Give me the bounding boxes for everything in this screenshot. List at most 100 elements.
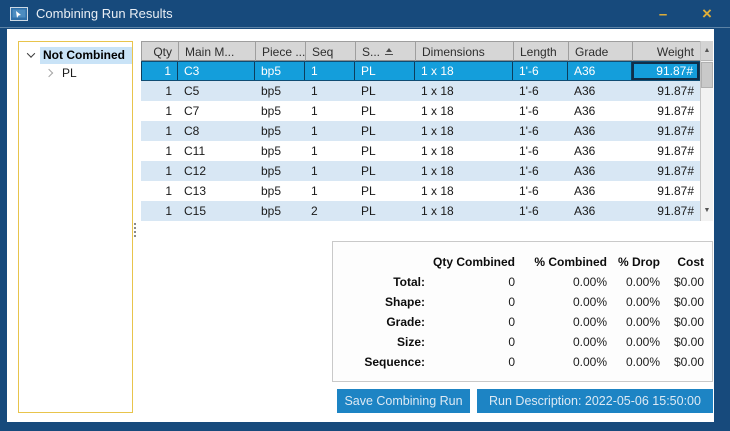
scroll-down-icon[interactable]: ▼: [703, 206, 711, 214]
cell-shape[interactable]: PL: [361, 164, 376, 178]
cell-shape[interactable]: PL: [361, 84, 376, 98]
cell-grade[interactable]: A36: [574, 84, 596, 98]
column-header-grade[interactable]: Grade: [569, 42, 633, 61]
cell-main-member[interactable]: C13: [184, 184, 207, 198]
cell-seq[interactable]: 1: [311, 164, 318, 178]
cell-dimensions[interactable]: 1 x 18: [421, 84, 454, 98]
cell-seq[interactable]: 1: [311, 124, 318, 138]
table-row[interactable]: 1 C7 bp5 1 PL 1 x 18 1'-6 A36 91.87#: [141, 101, 700, 121]
cell-grade[interactable]: A36: [574, 104, 596, 118]
run-description-button[interactable]: Run Description: 2022-05-06 15:50:00: [477, 389, 713, 413]
cell-length[interactable]: 1'-6: [519, 184, 539, 198]
cell-qty[interactable]: 1: [165, 124, 172, 138]
cell-qty[interactable]: 1: [165, 104, 172, 118]
cell-shape[interactable]: PL: [355, 62, 415, 80]
tree-item-label[interactable]: Not Combined: [40, 46, 132, 64]
cell-dimensions[interactable]: 1 x 18: [421, 124, 454, 138]
cell-grade[interactable]: A36: [574, 124, 596, 138]
cell-grade[interactable]: A36: [574, 144, 596, 158]
column-header-piece[interactable]: Piece ...: [256, 42, 306, 61]
cell-shape[interactable]: PL: [361, 204, 376, 218]
cell-dimensions[interactable]: 1 x 18: [421, 184, 454, 198]
cell-weight[interactable]: 91.87#: [657, 184, 694, 198]
cell-grade[interactable]: A36: [574, 204, 596, 218]
table-row[interactable]: 1 C12 bp5 1 PL 1 x 18 1'-6 A36 91.87#: [141, 161, 700, 181]
scroll-up-icon[interactable]: ▲: [701, 41, 713, 61]
cell-piece[interactable]: bp5: [261, 204, 282, 218]
scrollbar-thumb[interactable]: [701, 62, 713, 88]
table-row[interactable]: 1 C15 bp5 2 PL 1 x 18 1'-6 A36 91.87#: [141, 201, 700, 221]
column-header-main-member[interactable]: Main M...: [179, 42, 256, 61]
cell-seq[interactable]: 1: [311, 184, 318, 198]
cell-seq[interactable]: 1: [311, 104, 318, 118]
minimize-button[interactable]: –: [648, 0, 678, 28]
column-header-weight[interactable]: Weight: [633, 42, 701, 61]
cell-length[interactable]: 1'-6: [519, 204, 539, 218]
cell-qty[interactable]: 1: [141, 62, 178, 80]
cell-dimensions[interactable]: 1 x 18: [421, 104, 454, 118]
cell-length[interactable]: 1'-6: [513, 62, 568, 80]
close-button[interactable]: ×: [692, 0, 722, 28]
cell-length[interactable]: 1'-6: [519, 104, 539, 118]
cell-qty[interactable]: 1: [165, 184, 172, 198]
cell-piece[interactable]: bp5: [255, 62, 305, 80]
cell-weight[interactable]: 91.87#: [657, 164, 694, 178]
cell-weight[interactable]: 91.87#: [632, 62, 700, 80]
chevron-down-icon[interactable]: [26, 49, 36, 58]
column-header-shape[interactable]: S...: [356, 42, 416, 61]
cell-piece[interactable]: bp5: [261, 164, 282, 178]
tree-table-splitter[interactable]: [133, 223, 137, 239]
cell-seq[interactable]: 1: [311, 84, 318, 98]
cell-main-member[interactable]: C5: [184, 84, 200, 98]
cell-piece[interactable]: bp5: [261, 184, 282, 198]
cell-shape[interactable]: PL: [361, 144, 376, 158]
cell-seq[interactable]: 1: [305, 62, 355, 80]
cell-dimensions[interactable]: 1 x 18: [421, 164, 454, 178]
cell-length[interactable]: 1'-6: [519, 164, 539, 178]
cell-main-member[interactable]: C15: [184, 204, 207, 218]
cell-seq[interactable]: 2: [311, 204, 318, 218]
cell-qty[interactable]: 1: [165, 204, 172, 218]
table-row[interactable]: 1 C8 bp5 1 PL 1 x 18 1'-6 A36 91.87#: [141, 121, 700, 141]
cell-weight[interactable]: 91.87#: [657, 124, 694, 138]
cell-dimensions[interactable]: 1 x 18: [415, 62, 513, 80]
tree-item-not-combined[interactable]: Not Combined: [19, 46, 132, 64]
cell-main-member[interactable]: C11: [184, 144, 206, 158]
cell-weight[interactable]: 91.87#: [657, 104, 694, 118]
cell-shape[interactable]: PL: [361, 184, 376, 198]
cell-piece[interactable]: bp5: [261, 124, 282, 138]
cell-length[interactable]: 1'-6: [519, 84, 539, 98]
cell-piece[interactable]: bp5: [261, 104, 282, 118]
cell-qty[interactable]: 1: [165, 84, 172, 98]
table-row[interactable]: 1 C5 bp5 1 PL 1 x 18 1'-6 A36 91.87#: [141, 81, 700, 101]
vertical-scrollbar[interactable]: ▲ ▼: [700, 41, 713, 221]
column-header-dimensions[interactable]: Dimensions: [416, 42, 514, 61]
cell-weight[interactable]: 91.87#: [657, 144, 694, 158]
cell-shape[interactable]: PL: [361, 124, 376, 138]
cell-main-member[interactable]: C12: [184, 164, 207, 178]
cell-piece[interactable]: bp5: [261, 84, 282, 98]
save-combining-run-button[interactable]: Save Combining Run: [337, 389, 470, 413]
tree-item-label[interactable]: PL: [62, 66, 77, 80]
table-row[interactable]: 1 C11 bp5 1 PL 1 x 18 1'-6 A36 91.87#: [141, 141, 700, 161]
table-row[interactable]: 1 C13 bp5 1 PL 1 x 18 1'-6 A36 91.87#: [141, 181, 700, 201]
cell-grade[interactable]: A36: [574, 164, 596, 178]
chevron-right-icon[interactable]: [44, 68, 54, 78]
cell-main-member[interactable]: C8: [184, 124, 200, 138]
column-header-seq[interactable]: Seq: [306, 42, 356, 61]
column-header-qty[interactable]: Qty: [142, 42, 179, 61]
cell-weight[interactable]: 91.87#: [657, 204, 694, 218]
cell-main-member[interactable]: C3: [178, 62, 255, 80]
column-header-length[interactable]: Length: [514, 42, 569, 61]
cell-length[interactable]: 1'-6: [519, 124, 539, 138]
cell-seq[interactable]: 1: [311, 144, 318, 158]
cell-qty[interactable]: 1: [165, 144, 172, 158]
cell-main-member[interactable]: C7: [184, 104, 200, 118]
cell-length[interactable]: 1'-6: [519, 144, 539, 158]
cell-dimensions[interactable]: 1 x 18: [421, 144, 454, 158]
cell-grade[interactable]: A36: [574, 184, 596, 198]
cell-shape[interactable]: PL: [361, 104, 376, 118]
cell-piece[interactable]: bp5: [261, 144, 282, 158]
cell-weight[interactable]: 91.87#: [657, 84, 694, 98]
cell-grade[interactable]: A36: [568, 62, 632, 80]
